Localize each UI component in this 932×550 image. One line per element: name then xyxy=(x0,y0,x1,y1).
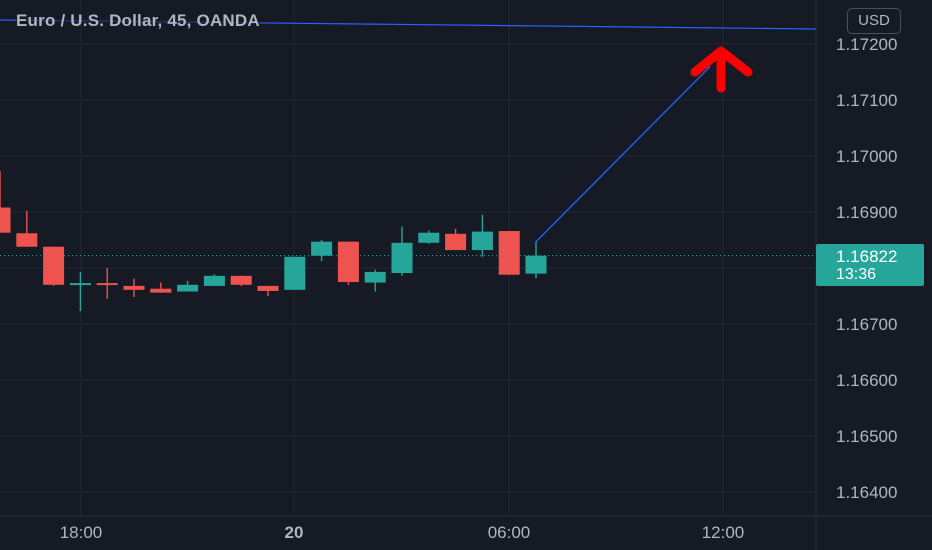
bar-countdown: 13:36 xyxy=(836,266,877,283)
candle-body[interactable] xyxy=(257,285,279,291)
price-axis-label: 1.16900 xyxy=(836,203,897,222)
last-price-value: 1.16822 xyxy=(836,247,898,266)
price-axis-label: 1.16600 xyxy=(836,371,897,390)
candle-body[interactable] xyxy=(337,241,359,282)
price-axis-label: 1.17100 xyxy=(836,91,897,110)
candle-body[interactable] xyxy=(43,246,65,285)
projection-trend-line[interactable] xyxy=(535,65,711,243)
candle-body[interactable] xyxy=(471,231,493,251)
candle-body[interactable] xyxy=(418,232,440,243)
candle-body[interactable] xyxy=(203,275,225,286)
time-axis-label: 06:00 xyxy=(488,523,531,542)
candle-body[interactable] xyxy=(230,275,252,285)
candle-body[interactable] xyxy=(311,241,333,256)
candle-body[interactable] xyxy=(445,233,467,251)
currency-badge[interactable]: USD xyxy=(847,8,901,34)
last-price-tag: 1.16822 13:36 xyxy=(816,244,924,286)
time-axis-label: 18:00 xyxy=(60,523,103,542)
candle-body[interactable] xyxy=(123,285,145,290)
price-axis-label: 1.17200 xyxy=(836,35,897,54)
candle-body[interactable] xyxy=(96,283,118,286)
price-axis-label: 1.16700 xyxy=(836,315,897,334)
candle-body[interactable] xyxy=(284,256,306,290)
up-arrow-icon[interactable] xyxy=(690,46,753,93)
time-axis-label: 12:00 xyxy=(702,523,745,542)
price-axis-label: 1.16400 xyxy=(836,483,897,502)
price-axis-label: 1.17000 xyxy=(836,147,897,166)
candle-body[interactable] xyxy=(69,283,91,286)
candle-body[interactable] xyxy=(16,233,38,247)
candle-body[interactable] xyxy=(364,271,386,283)
time-axis-label: 20 xyxy=(285,523,304,542)
candle-body[interactable] xyxy=(0,207,11,233)
candle-body[interactable] xyxy=(177,284,199,292)
price-axis-label: 1.16500 xyxy=(836,427,897,446)
candle-body[interactable] xyxy=(498,231,520,275)
chart-title: Euro / U.S. Dollar, 45, OANDA xyxy=(16,11,260,31)
candle-body[interactable] xyxy=(150,288,172,293)
candle-body[interactable] xyxy=(391,242,413,274)
candle-body[interactable] xyxy=(525,255,547,274)
